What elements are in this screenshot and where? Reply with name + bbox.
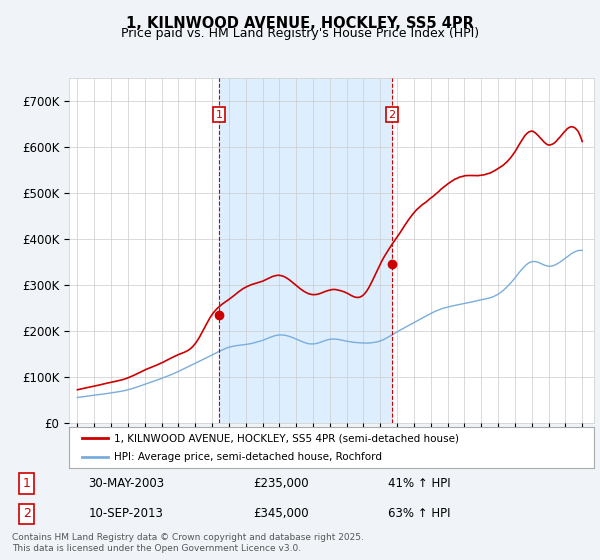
Bar	[219, 78, 392, 423]
Text: 2: 2	[388, 110, 395, 120]
Text: £235,000: £235,000	[253, 477, 308, 490]
Text: 10-SEP-2013: 10-SEP-2013	[88, 507, 163, 520]
Text: 41% ↑ HPI: 41% ↑ HPI	[388, 477, 451, 490]
Text: £345,000: £345,000	[253, 507, 308, 520]
Text: Contains HM Land Registry data © Crown copyright and database right 2025.
This d: Contains HM Land Registry data © Crown c…	[12, 533, 364, 553]
Text: 1: 1	[215, 110, 223, 120]
Text: 63% ↑ HPI: 63% ↑ HPI	[388, 507, 451, 520]
Text: 1, KILNWOOD AVENUE, HOCKLEY, SS5 4PR (semi-detached house): 1, KILNWOOD AVENUE, HOCKLEY, SS5 4PR (se…	[113, 433, 458, 443]
Text: 1: 1	[23, 477, 31, 490]
Text: 1, KILNWOOD AVENUE, HOCKLEY, SS5 4PR: 1, KILNWOOD AVENUE, HOCKLEY, SS5 4PR	[126, 16, 474, 31]
Text: 30-MAY-2003: 30-MAY-2003	[88, 477, 164, 490]
Text: Price paid vs. HM Land Registry's House Price Index (HPI): Price paid vs. HM Land Registry's House …	[121, 27, 479, 40]
Text: HPI: Average price, semi-detached house, Rochford: HPI: Average price, semi-detached house,…	[113, 452, 382, 461]
Text: 2: 2	[23, 507, 31, 520]
